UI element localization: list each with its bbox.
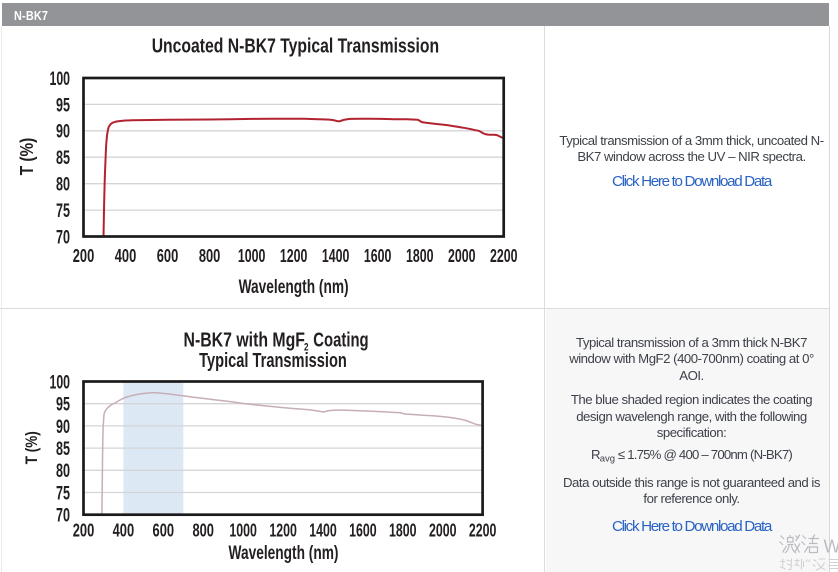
svg-text:1200: 1200 xyxy=(269,520,297,540)
svg-text:400: 400 xyxy=(115,246,137,266)
svg-text:2000: 2000 xyxy=(448,246,476,266)
svg-text:2200: 2200 xyxy=(490,246,518,266)
svg-text:70: 70 xyxy=(56,506,70,527)
svg-text:600: 600 xyxy=(157,246,179,266)
svg-text:1800: 1800 xyxy=(406,246,434,266)
svg-text:Wavelength (nm): Wavelength (nm) xyxy=(229,543,339,564)
svg-text:400: 400 xyxy=(113,520,135,540)
svg-text:1200: 1200 xyxy=(280,246,308,266)
svg-text:2000: 2000 xyxy=(429,520,457,540)
svg-text:80: 80 xyxy=(56,175,70,196)
svg-text:2: 2 xyxy=(304,342,309,354)
svg-text:T (%): T (%) xyxy=(16,138,37,176)
svg-text:800: 800 xyxy=(199,246,221,266)
svg-text:Typical Transmission: Typical Transmission xyxy=(199,349,347,372)
svg-text:75: 75 xyxy=(56,483,70,504)
svg-text:1400: 1400 xyxy=(322,246,350,266)
svg-text:1800: 1800 xyxy=(389,520,417,540)
svg-text:95: 95 xyxy=(56,95,70,116)
svg-text:90: 90 xyxy=(56,122,70,143)
svg-text:1000: 1000 xyxy=(229,520,257,540)
svg-text:85: 85 xyxy=(56,148,70,169)
svg-text:T (%): T (%) xyxy=(22,431,41,464)
svg-text:1000: 1000 xyxy=(238,246,266,266)
svg-text:1600: 1600 xyxy=(349,520,377,540)
svg-text:75: 75 xyxy=(56,201,70,222)
svg-text:2200: 2200 xyxy=(469,520,497,540)
svg-text:90: 90 xyxy=(56,417,70,438)
svg-text:Coating: Coating xyxy=(313,329,368,352)
svg-text:200: 200 xyxy=(73,246,95,266)
svg-text:80: 80 xyxy=(56,461,70,482)
svg-text:200: 200 xyxy=(73,520,95,540)
svg-text:100: 100 xyxy=(50,69,71,90)
svg-text:N-BK7 with MgF: N-BK7 with MgF xyxy=(184,329,306,352)
svg-text:1400: 1400 xyxy=(309,520,337,540)
svg-text:800: 800 xyxy=(192,520,214,540)
svg-text:100: 100 xyxy=(50,372,71,393)
svg-text:600: 600 xyxy=(153,520,175,540)
svg-text:85: 85 xyxy=(56,439,70,460)
svg-text:1600: 1600 xyxy=(364,246,392,266)
svg-text:70: 70 xyxy=(56,227,70,248)
svg-text:Wavelength (nm): Wavelength (nm) xyxy=(239,277,349,298)
svg-text:Uncoated N-BK7 Typical Transmi: Uncoated N-BK7 Typical Transmission xyxy=(152,35,439,58)
svg-text:95: 95 xyxy=(56,395,70,416)
